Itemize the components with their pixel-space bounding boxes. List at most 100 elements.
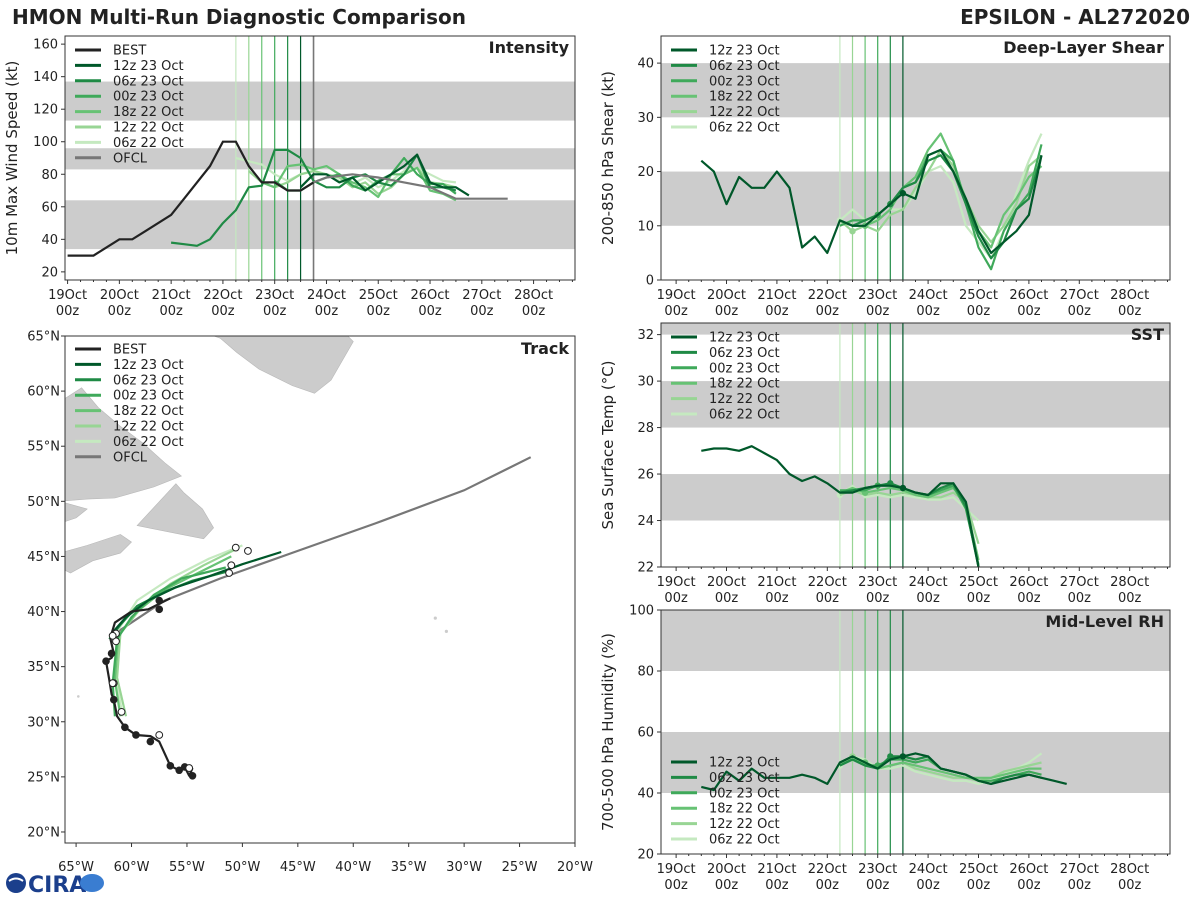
shear-xtick-hour-9: 00z — [1118, 304, 1142, 319]
sst-xtick-day-5: 24Oct — [909, 575, 948, 590]
rh-xtick-day-9: 28Oct — [1110, 862, 1149, 877]
shear-series-3 — [839, 132, 1043, 249]
track-series-0 — [110, 550, 282, 635]
shear-ytick-label-4: 40 — [637, 57, 654, 72]
track-xtick-label-1: 60°W — [114, 860, 150, 875]
intensity-xtick-day-4: 23Oct — [255, 288, 294, 303]
track-ytick-label-2: 30°N — [27, 715, 60, 730]
shear-xtick-day-1: 20Oct — [707, 288, 746, 303]
sst-xtick-day-7: 26Oct — [1009, 575, 1048, 590]
sst-plot-area — [661, 323, 1170, 567]
rh-legend-label-5: 06z 22 Oct — [709, 833, 780, 848]
sst-xtick-hour-9: 00z — [1118, 591, 1142, 606]
rh-xtick-hour-9: 00z — [1118, 878, 1142, 893]
rh-xtick-day-8: 27Oct — [1060, 862, 1099, 877]
shear-legend-label-5: 06z 22 Oct — [709, 121, 780, 136]
track-best-point-7 — [109, 695, 118, 704]
intensity-legend-label-6: 06z 22 Oct — [113, 136, 184, 151]
shear-init-marker-4 — [849, 228, 856, 235]
sst-xtick-hour-4: 00z — [866, 591, 890, 606]
track-xtick-label-8: 25°W — [502, 860, 538, 875]
track-ytick-label-7: 55°N — [27, 440, 60, 455]
rh-xtick-hour-5: 00z — [916, 878, 940, 893]
intensity-xtick-day-8: 27Oct — [462, 288, 501, 303]
track-frame — [64, 335, 576, 844]
intensity-xtick-hour-1: 00z — [108, 304, 132, 319]
track-xtick-label-2: 55°W — [169, 860, 205, 875]
track-open-point-10 — [227, 561, 236, 570]
land-azores-1 — [433, 616, 437, 620]
shear-legend-label-2: 00z 23 Oct — [709, 74, 780, 89]
intensity-band-0 — [65, 200, 575, 250]
land-nova-scotia — [65, 534, 132, 574]
track-xtick-label-7: 30°W — [446, 860, 482, 875]
track-plot-area — [65, 336, 532, 780]
sst-xtick-day-9: 28Oct — [1110, 575, 1149, 590]
sst-ytick-label-0: 22 — [637, 561, 654, 576]
sst-ytick-label-1: 24 — [637, 514, 654, 529]
track-ytick-label-1: 25°N — [27, 770, 60, 785]
shear-xtick-day-0: 19Oct — [657, 288, 696, 303]
shear-xtick-hour-0: 00z — [664, 304, 688, 319]
rh-xtick-day-1: 20Oct — [707, 862, 746, 877]
track-open-point-1 — [155, 731, 164, 739]
shear-plot-area — [661, 36, 1170, 280]
track-xtick-label-3: 50°W — [224, 860, 260, 875]
track-open-point-8 — [231, 543, 240, 552]
track-legend-label-3: 00z 23 Oct — [113, 389, 184, 404]
shear-xtick-hour-4: 00z — [866, 304, 890, 319]
intensity-xtick-hour-4: 00z — [263, 304, 287, 319]
rh-ytick-label-2: 60 — [637, 726, 654, 741]
intensity-frame — [64, 35, 576, 281]
track-xtick-label-4: 45°W — [280, 860, 316, 875]
track-ytick-label-9: 65°N — [27, 330, 60, 345]
rh-ylabel: 700-500 hPa Humidity (%) — [599, 633, 617, 831]
sst-legend-label-3: 18z 22 Oct — [709, 377, 780, 392]
shear-ytick-label-2: 20 — [637, 165, 654, 180]
intensity-legend-label-2: 06z 23 Oct — [113, 74, 184, 89]
rh-legend-label-3: 18z 22 Oct — [709, 802, 780, 817]
rh-ytick-label-0: 20 — [637, 848, 654, 863]
shear-series-0 — [700, 148, 1043, 254]
land-labrador — [65, 387, 182, 502]
intensity-ytick-label-2: 60 — [41, 200, 58, 215]
sst-xtick-day-4: 23Oct — [858, 575, 897, 590]
track-legend-label-1: 12z 23 Oct — [113, 358, 184, 373]
track-legend-label-7: OFCL — [113, 450, 148, 465]
rh-xtick-hour-8: 00z — [1068, 878, 1092, 893]
sst-ylabel: Sea Surface Temp (°C) — [599, 360, 617, 529]
land-azores-2 — [444, 629, 448, 633]
track-ytick-label-6: 50°N — [27, 495, 60, 510]
cira-logo: CIRA — [6, 873, 104, 898]
intensity-band-1 — [65, 148, 575, 170]
rh-xtick-hour-6: 00z — [967, 878, 991, 893]
shear-xtick-day-8: 27Oct — [1060, 288, 1099, 303]
shear-ylabel: 200-850 hPa Shear (kt) — [599, 71, 617, 245]
shear-xtick-hour-1: 00z — [715, 304, 739, 319]
intensity-xtick-day-9: 28Oct — [514, 288, 553, 303]
sst-band-1 — [661, 381, 1170, 428]
sst-band-2 — [661, 323, 1170, 335]
rh-legend-label-2: 00z 23 Oct — [709, 786, 780, 801]
track-xtick-label-6: 35°W — [391, 860, 427, 875]
track-legend-label-4: 18z 22 Oct — [113, 404, 184, 419]
intensity-best-line — [67, 140, 315, 257]
sst-xtick-hour-0: 00z — [664, 591, 688, 606]
intensity-legend-label-5: 12z 22 Oct — [113, 121, 184, 136]
track-legend-label-6: 06z 22 Oct — [113, 435, 184, 450]
track-ytick-label-3: 35°N — [27, 660, 60, 675]
sst-xtick-hour-7: 00z — [1017, 591, 1041, 606]
land-greenland — [212, 336, 354, 394]
shear-xtick-hour-6: 00z — [967, 304, 991, 319]
rh-ytick-label-4: 100 — [629, 604, 654, 619]
sst-xtick-day-1: 20Oct — [707, 575, 746, 590]
shear-xtick-hour-5: 00z — [916, 304, 940, 319]
rh-xtick-hour-2: 00z — [765, 878, 789, 893]
figure-title-right: EPSILON - AL272020 — [960, 5, 1190, 29]
intensity-panel-title: Intensity — [489, 38, 570, 57]
track-best-point-4 — [146, 737, 155, 746]
sst-ytick-label-2: 26 — [637, 468, 654, 483]
intensity-ylabel: 10m Max Wind Speed (kt) — [3, 61, 21, 256]
sst-ytick-label-5: 32 — [637, 328, 654, 343]
rh-legend-label-0: 12z 23 Oct — [709, 756, 780, 771]
